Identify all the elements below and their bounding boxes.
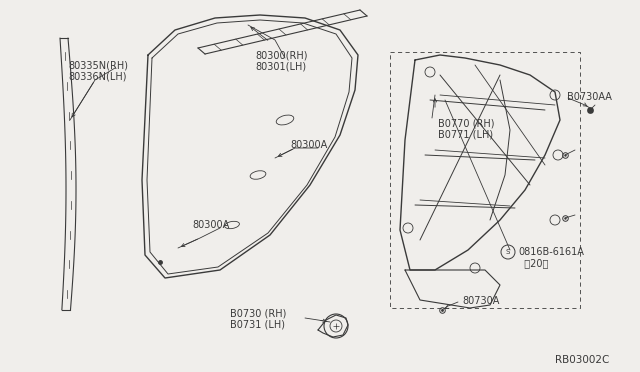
Text: 80300A: 80300A <box>290 140 327 150</box>
Text: B0730 (RH)
B0731 (LH): B0730 (RH) B0731 (LH) <box>230 308 286 330</box>
Text: 0816B-6161A
  。20〃: 0816B-6161A 。20〃 <box>518 247 584 269</box>
Text: B0770 (RH)
B0771 (LH): B0770 (RH) B0771 (LH) <box>438 118 495 140</box>
Text: RB03002C: RB03002C <box>555 355 609 365</box>
Text: 80300(RH)
80301(LH): 80300(RH) 80301(LH) <box>255 50 307 71</box>
Text: 80300A: 80300A <box>192 220 229 230</box>
Text: 80335N(RH)
80336N(LH): 80335N(RH) 80336N(LH) <box>68 60 128 81</box>
Text: B0730AA: B0730AA <box>567 92 612 102</box>
Text: S: S <box>506 249 510 255</box>
Text: 80730A: 80730A <box>462 296 499 306</box>
